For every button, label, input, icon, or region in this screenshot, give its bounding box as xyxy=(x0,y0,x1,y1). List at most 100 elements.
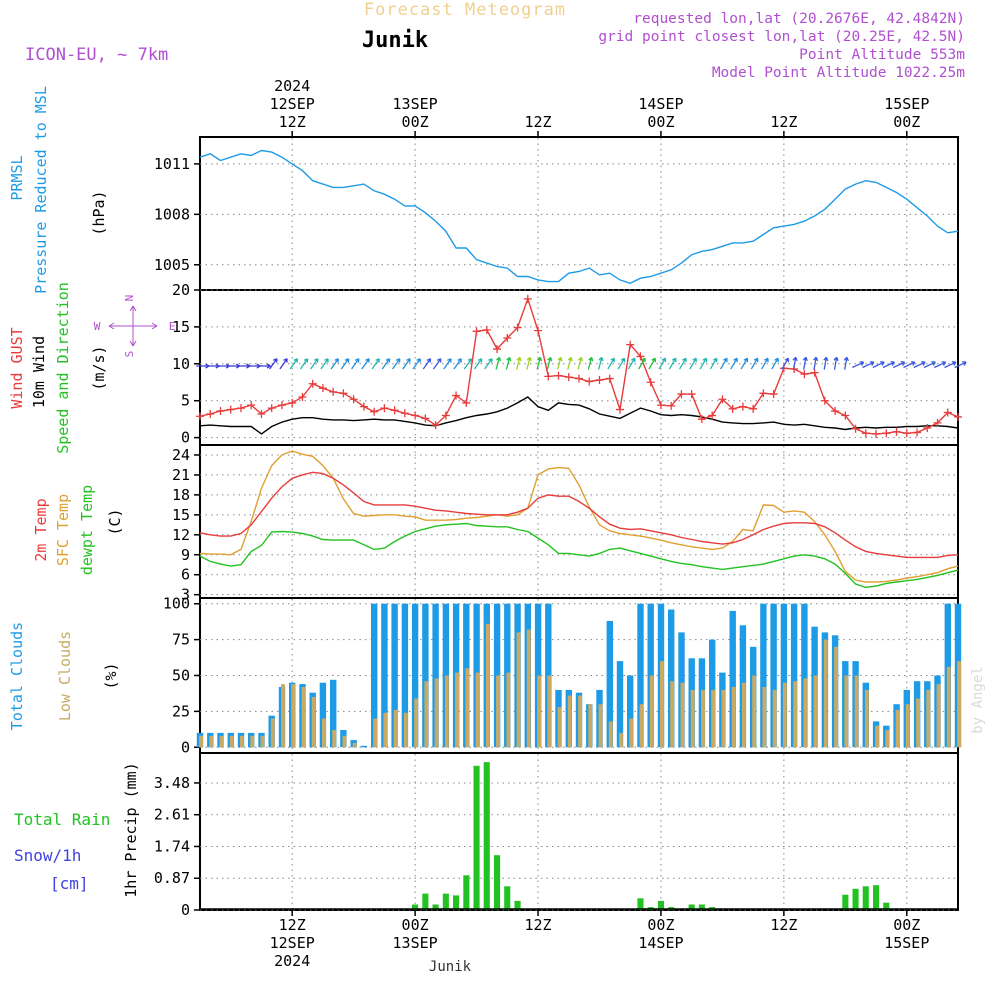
low-clouds-bar xyxy=(229,735,234,748)
low-clouds-bar xyxy=(690,689,695,748)
wind-direction-arrow xyxy=(257,363,271,369)
gust-marker xyxy=(851,424,860,433)
low-clouds-bar xyxy=(670,681,675,748)
rain-bar xyxy=(483,762,490,910)
low-clouds-bar xyxy=(332,730,337,748)
time-label-top: 2024 xyxy=(274,77,310,95)
time-label-bottom: 12SEP xyxy=(270,934,315,952)
time-label-bottom: 15SEP xyxy=(884,934,929,952)
wind-direction-arrow xyxy=(473,358,483,370)
gust-marker xyxy=(226,405,235,414)
low-clouds-bar xyxy=(557,707,562,748)
gust-marker xyxy=(370,407,379,416)
low-clouds-bar xyxy=(383,712,388,748)
total-clouds-bar xyxy=(780,603,788,748)
wind-dir-label: Speed and Direction xyxy=(54,282,72,454)
time-label-bottom: 00Z xyxy=(893,916,920,934)
gust-marker xyxy=(810,368,819,377)
model-label: ICON-EU, ~ 7km xyxy=(25,45,168,65)
low-clouds-bar xyxy=(322,718,326,748)
low-clouds-bar xyxy=(342,735,347,748)
low-clouds-bar xyxy=(598,704,603,748)
wind-direction-arrow xyxy=(913,361,926,369)
gust-marker xyxy=(452,391,461,400)
ytick-label-clouds: 0 xyxy=(181,738,190,756)
low-clouds-bar xyxy=(516,632,521,748)
precip-unit: 1hr Precip (mm) xyxy=(122,762,140,897)
rain-bar xyxy=(463,875,470,910)
wind-direction-arrow xyxy=(453,358,462,370)
time-label-top: 00Z xyxy=(402,113,429,131)
total-clouds-bar xyxy=(534,603,542,748)
low-clouds-bar xyxy=(403,712,408,748)
time-label-bottom: 00Z xyxy=(402,916,429,934)
wind-direction-arrow xyxy=(862,361,875,369)
gust-marker xyxy=(472,327,481,336)
total-rain-label: Total Rain xyxy=(14,810,110,829)
wind-direction-arrow xyxy=(567,356,573,370)
gust-marker xyxy=(595,376,604,385)
rain-bar xyxy=(862,886,869,910)
low-clouds-bar xyxy=(219,735,224,748)
rain-bar xyxy=(514,900,521,910)
wind-direction-arrow xyxy=(730,357,738,370)
total-clouds-bar xyxy=(790,603,798,748)
ytick-label-wind: 5 xyxy=(181,392,190,410)
gust-marker xyxy=(697,415,706,424)
gust-marker xyxy=(441,411,450,420)
low-clouds-bar xyxy=(660,661,664,748)
wind-direction-arrow xyxy=(833,356,839,370)
gust-marker xyxy=(431,421,440,430)
gust-marker xyxy=(749,404,758,413)
gust-marker xyxy=(636,352,645,361)
temp-unit: (C) xyxy=(106,508,124,535)
wind-direction-arrow xyxy=(658,357,667,370)
low-clouds-bar xyxy=(291,684,296,748)
gust-marker xyxy=(544,372,553,381)
time-label-top: 12SEP xyxy=(270,95,315,113)
rain-bar xyxy=(883,902,890,910)
low-clouds-bar xyxy=(854,675,859,748)
low-clouds-bar xyxy=(782,682,787,748)
sfc-label: SFC Temp xyxy=(54,494,72,566)
low-clouds-bar xyxy=(793,681,798,748)
ytick-label-temperature: 18 xyxy=(172,486,190,504)
time-label-top: 00Z xyxy=(647,113,674,131)
time-label-top: 12Z xyxy=(524,113,551,131)
rain-bar xyxy=(422,893,429,910)
wind-direction-arrow xyxy=(944,361,957,369)
low-clouds-bar xyxy=(209,735,214,748)
ytick-label-wind: 10 xyxy=(172,355,190,373)
gust-marker xyxy=(411,411,420,420)
low-clouds-bar xyxy=(834,646,838,748)
panel-frame-precip xyxy=(199,752,959,911)
top-title: Forecast Meteogram xyxy=(364,0,566,20)
compass-e: E xyxy=(169,320,176,333)
time-label-bottom: 12Z xyxy=(770,916,797,934)
wind-direction-arrow xyxy=(587,356,594,370)
ytick-label-wind: 15 xyxy=(172,318,190,336)
wind-direction-arrow xyxy=(556,356,563,370)
ytick-label-temperature: 12 xyxy=(172,526,190,544)
gust-marker xyxy=(564,373,573,382)
wind-direction-arrow xyxy=(515,356,522,370)
time-label-bottom: 13SEP xyxy=(393,934,438,952)
gust-marker xyxy=(236,404,245,413)
wind10-label: 10m Wind xyxy=(30,336,48,408)
wind-direction-arrow xyxy=(843,356,849,370)
low-clouds-bar xyxy=(813,675,818,748)
ytick-label-precip: 1.74 xyxy=(154,837,190,855)
rain-bar xyxy=(473,765,480,910)
prmsl-line xyxy=(199,149,959,285)
gust-marker xyxy=(861,429,870,438)
gust-marker xyxy=(216,407,225,416)
wind-direction-arrow xyxy=(720,357,728,370)
rain-bar xyxy=(637,898,644,910)
location-title: Junik xyxy=(362,28,428,53)
compass-n: N xyxy=(123,295,136,302)
total-clouds-bar xyxy=(493,603,501,748)
wind-direction-arrow xyxy=(813,356,819,370)
wind-direction-arrow xyxy=(310,358,319,370)
wind-direction-arrow xyxy=(412,358,421,370)
wind-direction-arrow xyxy=(577,356,584,370)
